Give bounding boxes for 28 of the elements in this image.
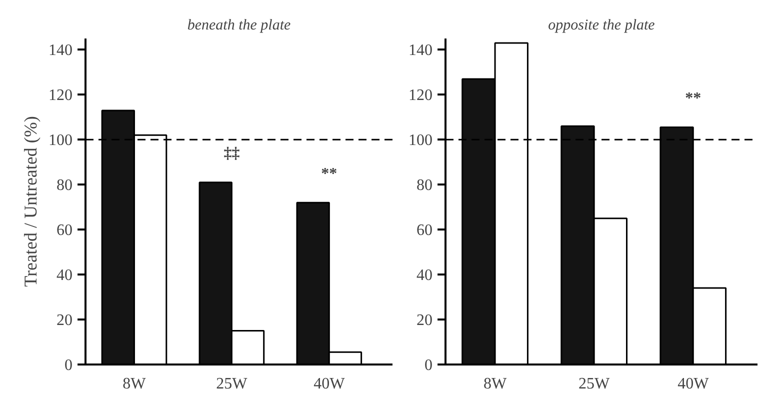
y-tick-label: 80 xyxy=(56,177,72,194)
chart-title: beneath the plate xyxy=(187,18,291,34)
y-tick-label: 100 xyxy=(408,132,432,150)
x-tick-label: 25W xyxy=(216,376,248,392)
annotation: ** xyxy=(321,165,338,182)
y-tick-label: 0 xyxy=(424,357,432,374)
y-tick-label: 40 xyxy=(56,267,72,284)
y-tick-label: 140 xyxy=(408,42,432,60)
x-tick-label: 40W xyxy=(314,376,346,392)
annotation: ‡‡ xyxy=(224,145,240,162)
y-tick-label: 40 xyxy=(416,267,432,284)
y-tick-label: 20 xyxy=(56,312,72,330)
y-tick-label: 140 xyxy=(48,42,72,60)
y-tick-label: 0 xyxy=(64,357,72,374)
x-tick-label: 8W xyxy=(122,376,147,392)
y-tick-label: 100 xyxy=(48,132,72,150)
chart-title: opposite the plate xyxy=(548,18,656,34)
y-axis-title: Treated / Untreated (%) xyxy=(20,116,40,287)
y-tick-label: 60 xyxy=(416,222,432,240)
x-tick-label: 25W xyxy=(578,376,611,392)
x-tick-label: 8W xyxy=(483,376,508,392)
y-tick-label: 60 xyxy=(56,222,72,240)
x-tick-label: 40W xyxy=(678,376,710,392)
annotation: ** xyxy=(685,90,702,108)
y-tick-label: 120 xyxy=(408,87,432,104)
y-tick-label: 120 xyxy=(48,87,72,104)
y-tick-label: 80 xyxy=(416,177,432,194)
y-tick-label: 20 xyxy=(416,312,432,330)
